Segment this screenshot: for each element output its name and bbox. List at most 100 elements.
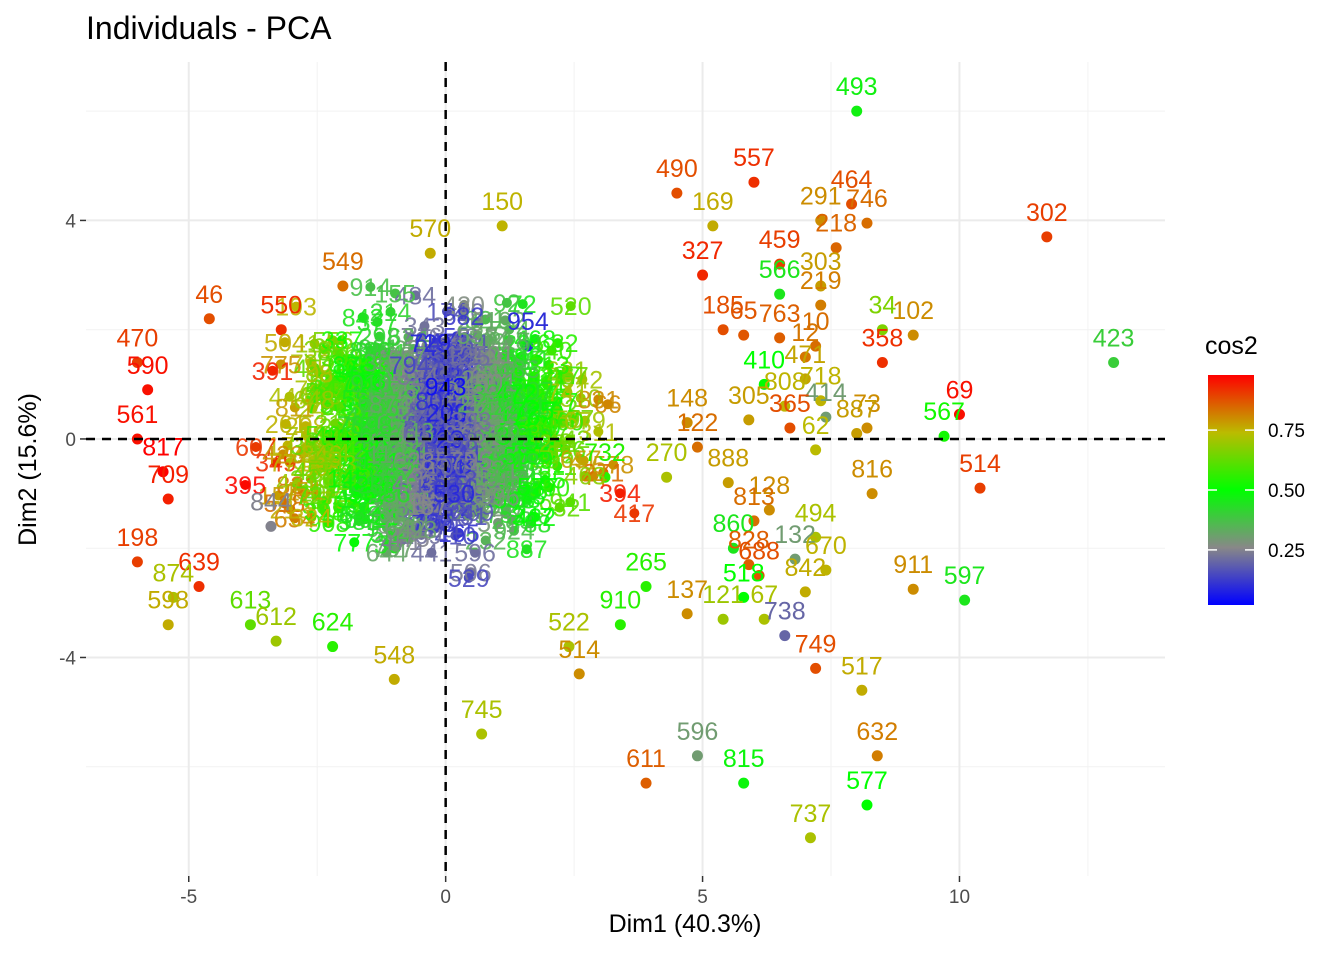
- cloud-label: 72: [361, 448, 389, 476]
- point-label: 265: [625, 548, 667, 576]
- point-label: 198: [117, 524, 159, 552]
- cloud-point: [546, 345, 557, 356]
- cloud-label: 578: [388, 410, 430, 438]
- cloud-point: [379, 357, 390, 368]
- point: [774, 288, 786, 300]
- cloud-label: 835: [388, 454, 430, 482]
- point: [162, 493, 174, 505]
- cloud-label: 213: [456, 486, 498, 514]
- point: [707, 220, 719, 232]
- cloud-label: 719: [284, 479, 326, 507]
- point: [820, 564, 832, 576]
- cloud-label: 286: [473, 471, 515, 499]
- cloud-point: [410, 491, 421, 502]
- point: [640, 580, 652, 592]
- point: [856, 684, 868, 696]
- point: [830, 242, 842, 254]
- cloud-label: 339: [413, 411, 455, 439]
- point-label: 557: [733, 144, 775, 172]
- cloud-label: 151: [342, 467, 384, 495]
- cloud-label: 477: [437, 441, 479, 469]
- cloud-point: [508, 525, 519, 536]
- cloud-point: [528, 405, 539, 416]
- point: [953, 408, 965, 420]
- cloud-label: 225: [421, 408, 463, 436]
- cloud-label: 41: [570, 448, 598, 476]
- cloud-label: 788: [294, 376, 336, 404]
- cloud-point: [527, 511, 538, 522]
- cloud-label: 556: [312, 327, 354, 355]
- point: [265, 520, 277, 532]
- cloud-point: [629, 508, 640, 519]
- cloud-point: [407, 363, 418, 374]
- cloud-label: 53: [443, 323, 471, 351]
- cloud-label: 185: [385, 353, 427, 381]
- cloud-point: [298, 448, 309, 459]
- cloud-point: [423, 406, 434, 417]
- cloud-point: [374, 429, 385, 440]
- cloud-point: [526, 490, 537, 501]
- cloud-point: [372, 317, 383, 328]
- cloud-point: [429, 518, 440, 529]
- cloud-point: [319, 506, 330, 517]
- cloud-point: [390, 451, 401, 462]
- cloud-point: [336, 335, 347, 346]
- cloud-label: 20: [365, 420, 393, 448]
- cloud-label: 236: [384, 472, 426, 500]
- cloud-point: [352, 419, 363, 430]
- point: [758, 378, 770, 390]
- cloud-point: [421, 343, 432, 354]
- point: [563, 641, 575, 653]
- cloud-label: 142: [549, 426, 591, 454]
- cloud-point: [385, 306, 396, 317]
- cloud-point: [282, 440, 293, 451]
- cloud-point: [447, 417, 458, 428]
- cloud-label: 743: [368, 449, 410, 477]
- cloud-point: [352, 412, 363, 423]
- cloud-point: [554, 437, 565, 448]
- point: [810, 444, 822, 456]
- cloud-label: 823: [382, 448, 424, 476]
- cloud-point: [430, 337, 441, 348]
- cloud-point: [300, 421, 311, 432]
- cloud-point: [389, 353, 400, 364]
- cloud-point: [273, 490, 284, 501]
- cloud-label: 823: [475, 430, 517, 458]
- point: [599, 471, 611, 483]
- cloud-point: [410, 290, 421, 301]
- point: [162, 619, 174, 631]
- cloud-point: [381, 448, 392, 459]
- cloud-point: [459, 428, 470, 439]
- point-label: 911: [893, 551, 933, 579]
- cloud-point: [250, 442, 261, 453]
- cloud-point: [389, 465, 400, 476]
- cloud-point: [501, 439, 512, 450]
- point: [661, 471, 673, 483]
- cloud-label: 730: [364, 396, 406, 424]
- point: [779, 630, 791, 642]
- cloud-point: [512, 356, 523, 367]
- cloud-point: [430, 417, 441, 428]
- cloud-label: 112: [367, 441, 407, 469]
- cloud-point: [373, 397, 384, 408]
- cloud-point: [434, 476, 445, 487]
- cloud-point: [461, 400, 472, 411]
- cloud-point: [330, 458, 341, 469]
- cloud-point: [366, 477, 377, 488]
- cloud-label: 715: [341, 373, 383, 401]
- cloud-point: [402, 442, 413, 453]
- point: [522, 340, 534, 352]
- cloud-label: 155: [432, 398, 474, 426]
- point: [727, 542, 739, 554]
- cloud-label: 120: [391, 493, 433, 521]
- cloud-point: [382, 501, 393, 512]
- cloud-label: 414: [362, 396, 404, 424]
- cloud-point: [516, 484, 527, 495]
- cloud-point: [537, 399, 548, 410]
- cloud-label: 204: [316, 436, 358, 464]
- cloud-label: 619: [495, 441, 537, 469]
- point: [157, 466, 169, 478]
- cloud-point: [504, 324, 515, 335]
- point: [846, 198, 858, 210]
